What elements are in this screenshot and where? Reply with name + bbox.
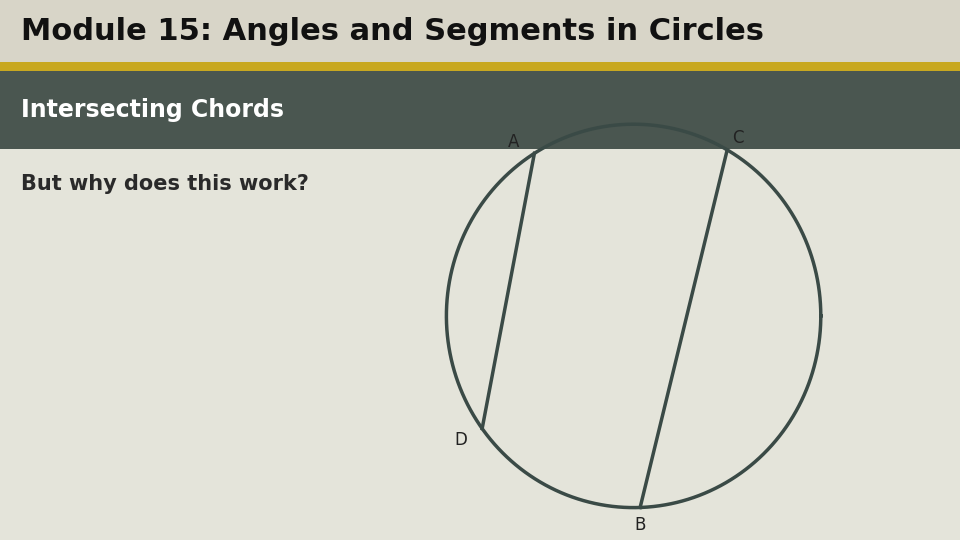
Text: A: A xyxy=(508,133,519,151)
Polygon shape xyxy=(0,62,960,71)
Polygon shape xyxy=(0,71,960,149)
FancyBboxPatch shape xyxy=(0,0,960,62)
Text: B: B xyxy=(635,516,646,534)
Polygon shape xyxy=(0,0,960,62)
Text: But why does this work?: But why does this work? xyxy=(21,174,309,194)
Text: Module 15: Angles and Segments in Circles: Module 15: Angles and Segments in Circle… xyxy=(21,17,764,45)
Text: C: C xyxy=(732,129,743,147)
Polygon shape xyxy=(0,149,960,540)
Text: D: D xyxy=(454,431,467,449)
Text: Intersecting Chords: Intersecting Chords xyxy=(21,98,284,122)
